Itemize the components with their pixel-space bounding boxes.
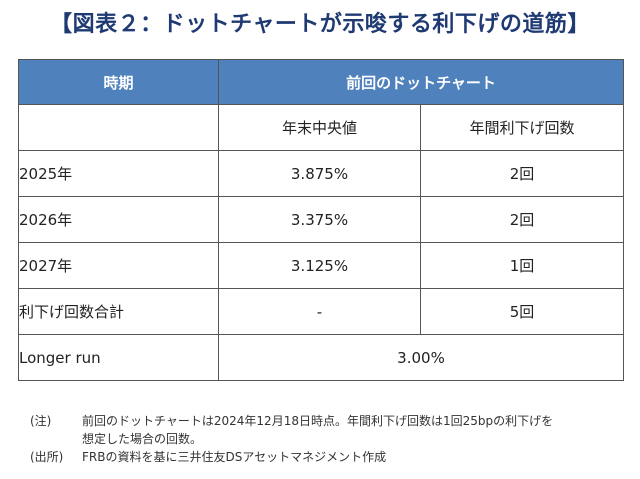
row-label: 利下げ回数合計 <box>18 288 219 335</box>
row-cuts: 1回 <box>419 242 625 289</box>
row-label: 2025年 <box>18 150 219 197</box>
header-period: 時期 <box>18 59 219 105</box>
note-row: (注) 前回のドットチャートは2024年12月18日時点。年間利下げ回数は1回2… <box>30 412 630 448</box>
note-key: (注) <box>30 414 52 428</box>
row-cuts: 2回 <box>419 196 625 243</box>
row-median: 3.375% <box>218 196 421 243</box>
dot-chart-table: 時期 前回のドットチャート 年末中央値 年間利下げ回数 2025年 3.875%… <box>18 59 625 381</box>
row-median: 3.125% <box>218 242 421 289</box>
row-label: 2027年 <box>18 242 219 289</box>
footnotes: (注) 前回のドットチャートは2024年12月18日時点。年間利下げ回数は1回2… <box>30 412 630 466</box>
longer-run-row: Longer run 3.00% <box>18 334 625 381</box>
table-row: 2026年 3.375% 2回 <box>18 196 625 243</box>
header-previous-dot-chart: 前回のドットチャート <box>217 59 625 105</box>
subheader-annual-cuts: 年間利下げ回数 <box>419 104 625 151</box>
table-row: 2025年 3.875% 2回 <box>18 150 625 197</box>
source-text: FRBの資料を基に三井住友DSアセットマネジメント作成 <box>82 450 387 464</box>
longer-run-value: 3.00% <box>217 334 625 381</box>
table-header-row: 時期 前回のドットチャート <box>18 59 625 105</box>
table-subheader-row: 年末中央値 年間利下げ回数 <box>18 104 625 151</box>
row-cuts: 2回 <box>419 150 625 197</box>
note-line-2: 想定した場合の回数。 <box>82 432 203 446</box>
row-label: 2026年 <box>18 196 219 243</box>
subheader-year-end-median: 年末中央値 <box>218 104 421 151</box>
longer-run-label: Longer run <box>18 334 219 381</box>
page-title: 【図表２：ドットチャートが示唆する利下げの道筋】 <box>50 12 590 37</box>
subheader-empty-cell <box>18 104 219 151</box>
row-median: - <box>218 288 421 335</box>
row-median: 3.875% <box>218 150 421 197</box>
table-row: 利下げ回数合計 - 5回 <box>18 288 625 335</box>
table-row: 2027年 3.125% 1回 <box>18 242 625 289</box>
source-row: (出所) FRBの資料を基に三井住友DSアセットマネジメント作成 <box>30 448 630 466</box>
row-cuts: 5回 <box>419 288 625 335</box>
note-line-1: 前回のドットチャートは2024年12月18日時点。年間利下げ回数は1回25bpの… <box>82 414 554 428</box>
note-text: 前回のドットチャートは2024年12月18日時点。年間利下げ回数は1回25bpの… <box>82 412 630 448</box>
source-key: (出所) <box>30 450 64 464</box>
